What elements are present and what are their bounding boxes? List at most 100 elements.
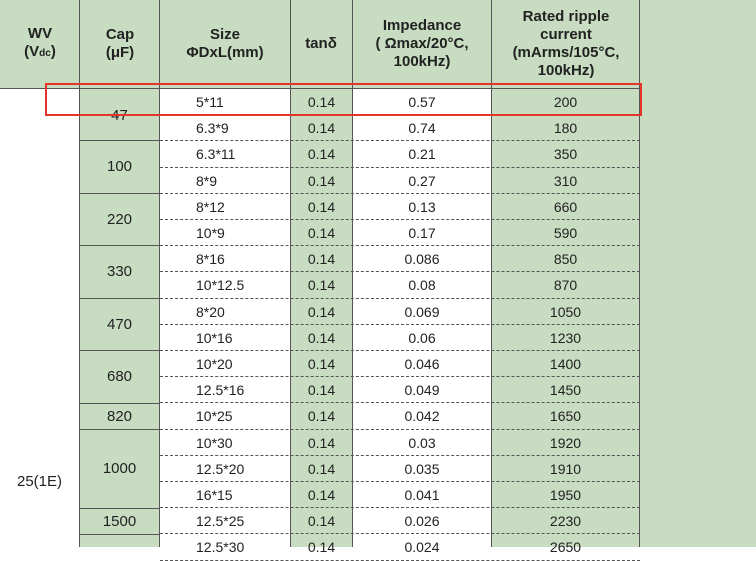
row-ripple-cell: 1400 — [549, 356, 582, 373]
row-separator — [160, 481, 640, 482]
col-divider-cap — [159, 0, 160, 547]
row-ripple-cell: 1230 — [549, 329, 582, 346]
row-imp-cell: 0.024 — [404, 539, 440, 556]
col-divider-imp — [491, 0, 492, 547]
header-tan-label: tanδ — [305, 35, 337, 52]
row-size-cell: 10*25 — [196, 408, 233, 425]
row-separator — [160, 559, 640, 561]
row-imp-cell: 0.74 — [408, 120, 436, 137]
row-ripple-cell: 1910 — [549, 460, 582, 477]
cap-group: 680 — [106, 367, 133, 385]
row-separator — [160, 219, 640, 220]
row-separator — [160, 533, 640, 535]
cap-group: 100 — [106, 157, 133, 175]
row-separator — [160, 428, 640, 430]
row-tan-cell: 0.14 — [307, 356, 336, 373]
row-separator — [160, 245, 640, 247]
row-ripple-cell: 310 — [553, 172, 578, 189]
row-tan-cell: 0.14 — [307, 460, 336, 477]
header-impedance: Impedance ( Ωmax/20°C, 100kHz) — [352, 0, 492, 88]
row-separator — [160, 454, 640, 456]
row-tan-cell: 0.14 — [307, 434, 336, 451]
header-wv: WV (Vdc) — [0, 0, 80, 88]
row-separator — [160, 192, 640, 194]
cap-group: 820 — [106, 407, 133, 425]
cap-divider — [80, 193, 159, 194]
cap-group: 220 — [106, 210, 133, 228]
row-size-cell: 10*9 — [196, 225, 225, 242]
row-imp-cell: 0.026 — [404, 513, 440, 530]
row-imp-cell: 0.03 — [408, 434, 436, 451]
header-wv-title: WV — [27, 25, 53, 42]
header-size-unit: ΦDxL(mm) — [186, 44, 264, 61]
cap-divider — [80, 534, 159, 535]
row-ripple-cell: 590 — [553, 225, 578, 242]
row-ripple-cell: 350 — [553, 146, 578, 163]
row-imp-cell: 0.57 — [408, 94, 436, 111]
row-size-cell: 5*11 — [196, 94, 224, 111]
row-ripple-cell: 200 — [553, 94, 578, 111]
header-ripple-line2: current — [540, 26, 592, 43]
row-size-cell: 10*30 — [196, 434, 233, 451]
cap-divider — [80, 350, 159, 351]
header-cap-title: Cap — [105, 26, 135, 43]
row-imp-cell: 0.06 — [408, 329, 436, 346]
row-tan-cell: 0.14 — [307, 198, 336, 215]
cap-divider — [80, 508, 159, 509]
row-ripple-cell: 180 — [553, 120, 578, 137]
row-imp-cell: 0.046 — [404, 356, 440, 373]
row-ripple-cell: 1050 — [549, 303, 582, 320]
row-size-cell: 12.5*20 — [196, 460, 245, 477]
row-tan-cell: 0.14 — [307, 539, 336, 556]
cap-group: 330 — [106, 262, 133, 280]
cap-divider — [80, 140, 159, 141]
row-size-cell: 8*16 — [196, 251, 225, 268]
row-imp-cell: 0.27 — [408, 172, 436, 189]
row-tan-cell: 0.14 — [307, 303, 336, 320]
row-tan-cell: 0.14 — [307, 329, 336, 346]
row-imp-cell: 0.08 — [408, 277, 436, 294]
row-tan-cell: 0.14 — [307, 120, 336, 137]
row-imp-cell: 0.17 — [408, 225, 436, 242]
cap-divider — [80, 429, 159, 430]
row-tan-cell: 0.14 — [307, 172, 336, 189]
header-ripple: Rated ripple current (mArms/105°C, 100kH… — [492, 0, 640, 88]
row-tan-cell: 0.14 — [307, 513, 336, 530]
row-ripple-cell: 1650 — [549, 408, 582, 425]
cap-divider — [80, 403, 159, 404]
row-separator — [160, 350, 640, 351]
col-divider-tan — [352, 0, 353, 547]
row-size-cell: 6.3*9 — [196, 120, 229, 137]
header-size-title: Size — [209, 26, 240, 43]
row-separator — [160, 507, 640, 509]
row-ripple-cell: 2230 — [549, 513, 582, 530]
col-divider-wv — [79, 0, 80, 547]
row-separator — [160, 402, 640, 404]
header-cap-unit: (μF) — [105, 44, 135, 61]
row-imp-cell: 0.049 — [404, 382, 440, 399]
row-size-cell: 10*12.5 — [196, 277, 245, 294]
cap-divider — [80, 298, 159, 299]
header-impedance-line2: ( Ωmax/20°C, — [375, 35, 469, 52]
row-ripple-cell: 870 — [553, 277, 578, 294]
row-separator — [160, 166, 640, 168]
header-ripple-line1: Rated ripple — [522, 8, 610, 25]
row-imp-cell: 0.041 — [404, 487, 440, 504]
row-size-cell: 10*20 — [196, 356, 233, 373]
row-separator — [160, 271, 640, 273]
row-ripple-cell: 2650 — [549, 539, 582, 556]
row-size-cell: 16*15 — [196, 487, 233, 504]
row-ripple-cell: 1950 — [549, 487, 582, 504]
tan-column-bg — [291, 89, 352, 547]
row-size-cell: 10*16 — [196, 329, 233, 346]
header-ripple-line4: 100kHz) — [537, 62, 595, 79]
row-size-cell: 8*12 — [196, 198, 225, 215]
row-size-cell: 12.5*25 — [196, 513, 245, 530]
col-divider-size — [290, 0, 291, 547]
row-ripple-cell: 850 — [553, 251, 578, 268]
header-size: Size ΦDxL(mm) — [160, 0, 290, 88]
row-tan-cell: 0.14 — [307, 146, 336, 163]
row-size-cell: 12.5*16 — [196, 382, 245, 399]
header-tan: tanδ — [290, 0, 352, 88]
row-tan-cell: 0.14 — [307, 487, 336, 504]
